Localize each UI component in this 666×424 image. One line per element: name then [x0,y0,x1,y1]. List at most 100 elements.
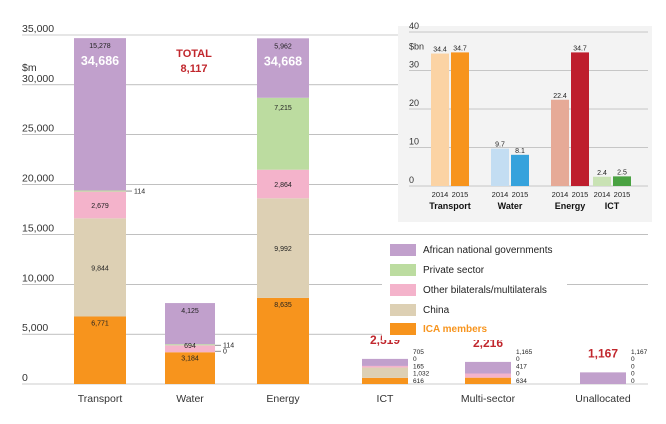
bar-segment [362,377,408,384]
bar-total-label: 34,668 [264,54,302,68]
value-label: 0 [631,356,635,363]
value-label: 0 [631,363,635,370]
bar-segment [257,198,309,298]
inset-value-label: 34.4 [433,47,447,54]
value-label: 417 [516,363,527,370]
inset-y-tick-label: 40 [409,21,419,31]
legend-label: Other bilaterals/multilaterals [423,285,547,296]
category-label: Unallocated [575,393,631,405]
bar-segment [257,97,309,170]
bar-total-label: 8,117 [181,63,208,75]
inset-category-label: ICT [605,201,620,211]
legend-label: Private sector [423,265,485,276]
category-label: ICT [377,393,395,405]
y-axis-label: $m [22,62,37,74]
bar-segment [257,38,309,98]
inset-year-label: 2015 [572,190,589,199]
inset-bar [551,99,569,186]
bar-total-label: 34,686 [81,54,119,68]
value-label: 0 [631,378,635,385]
value-label: 0 [631,371,635,378]
inset-bar [451,52,469,186]
inset-bar [491,148,509,186]
inset-bar [571,52,589,186]
inset-value-label: 34.7 [573,45,587,52]
value-label: 0 [516,371,520,378]
inset-category-label: Energy [555,201,586,211]
total-annotation: TOTAL [176,48,212,60]
bar-segment [74,316,126,384]
value-label: 0 [223,349,227,356]
y-tick-label: 15,000 [22,222,54,234]
bar-segment [74,191,126,219]
inset-year-label: 2014 [552,190,569,199]
inset-year-label: 2014 [594,190,611,199]
value-label: 5,962 [274,43,292,50]
value-label: 2,679 [91,203,109,210]
inset-value-label: 2.4 [597,170,607,177]
inset-value-label: 22.4 [553,93,567,100]
inset-category-label: Water [498,201,523,211]
value-label: 114 [223,343,234,350]
y-tick-label: 10,000 [22,272,54,284]
value-label: 2,864 [274,182,292,189]
value-label: 8,635 [274,302,292,309]
inset-y-tick-label: 30 [409,60,419,70]
legend-background [382,240,654,340]
bar-segment [165,352,215,384]
inset-value-label: 9.7 [495,142,505,149]
inset-bar [593,176,611,186]
bar-segment [580,372,626,384]
legend-label: ICA members [423,324,488,335]
y-tick-label: 5,000 [22,322,48,334]
value-label: 15,278 [89,43,111,50]
bar-segment [465,361,511,374]
inset-category-label: Transport [429,201,471,211]
inset-bar [511,154,529,186]
bar-segment [165,345,215,353]
value-label: 9,844 [91,265,109,272]
bar-segment [74,218,126,317]
value-label: 705 [413,349,424,356]
inset-value-label: 34.7 [453,45,467,52]
legend-swatch [390,323,416,335]
legend-swatch [390,284,416,296]
category-label: Water [176,393,204,405]
bar-segment [74,38,126,191]
value-label: 114 [134,189,145,196]
y-tick-label: 35,000 [22,23,54,35]
inset-y-tick-label: 0 [409,175,414,185]
bar-segment [165,344,215,346]
bar-segment [165,303,215,345]
value-label: 616 [413,378,424,385]
value-label: 1,167 [631,349,648,356]
bar-segment [465,373,511,378]
value-label: 6,771 [91,320,109,327]
inset-year-label: 2015 [512,190,529,199]
bar-segment [74,190,126,192]
value-label: 694 [184,343,196,350]
category-label: Energy [266,393,300,405]
value-label: 0 [413,356,417,363]
bar-segment [257,297,309,384]
value-label: 7,215 [274,105,292,112]
value-label: 1,032 [413,371,430,378]
inset-bar [431,53,449,187]
legend-label: African national governments [423,245,553,256]
inset-y-axis-label: $bn [409,41,424,51]
value-label: 165 [413,363,424,370]
category-label: Multi-sector [461,393,516,405]
inset-value-label: 8.1 [515,148,525,155]
value-label: 3,184 [181,355,199,362]
y-tick-label: 0 [22,372,28,384]
value-label: 634 [516,378,527,385]
y-tick-label: 20,000 [22,173,54,185]
bar-segment [362,358,408,366]
category-label: Transport [78,393,123,405]
inset-year-label: 2014 [492,190,509,199]
bar-segment [362,367,408,378]
value-label: 4,125 [181,308,199,315]
inset-y-tick-label: 20 [409,98,419,108]
bar-segment [465,377,511,384]
